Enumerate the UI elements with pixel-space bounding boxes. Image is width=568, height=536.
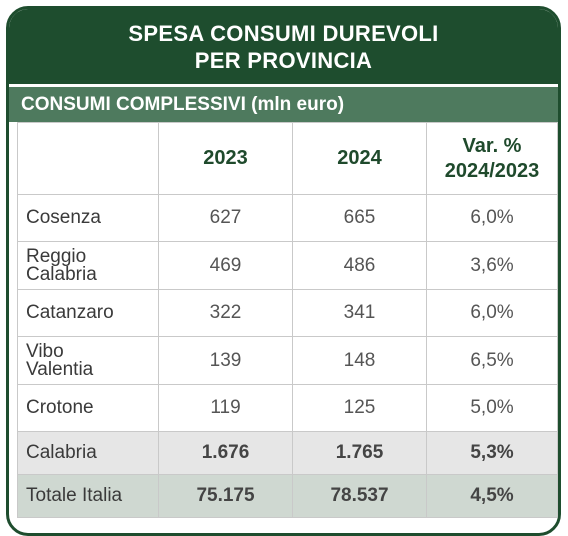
header-province — [17, 122, 159, 195]
data-table: 2023 2024 Var. % 2024/2023 Cosenza 627 6… — [17, 122, 558, 518]
total-2023: 1.676 — [158, 431, 293, 475]
section-subtitle: CONSUMI COMPLESSIVI (mln euro) — [9, 87, 558, 122]
total-row-calabria: Calabria 1.676 1.765 5,3% — [17, 431, 558, 475]
title-line-1: SPESA CONSUMI DUREVOLI — [128, 20, 439, 46]
province-name: Vibo Valentia — [17, 336, 159, 385]
province-name: Reggio Calabria — [17, 241, 159, 290]
value-variation: 5,0% — [426, 384, 558, 432]
italy-variation: 4,5% — [426, 474, 558, 518]
italy-2024: 78.537 — [292, 474, 427, 518]
total-name: Calabria — [17, 431, 159, 475]
value-variation: 6,5% — [426, 336, 558, 385]
table-row: Catanzaro 322 341 6,0% — [17, 289, 558, 337]
table-row: Reggio Calabria 469 486 3,6% — [17, 241, 558, 290]
total-row-italy: Totale Italia 75.175 78.537 4,5% — [17, 474, 558, 518]
table-row: Cosenza 627 665 6,0% — [17, 194, 558, 242]
province-name: Cosenza — [17, 194, 159, 242]
total-2024: 1.765 — [292, 431, 427, 475]
value-2024: 341 — [292, 289, 427, 337]
province-name: Catanzaro — [17, 289, 159, 337]
header-variation-line-2: 2024/2023 — [444, 159, 540, 182]
table-row: Vibo Valentia 139 148 6,5% — [17, 336, 558, 385]
province-name: Crotone — [17, 384, 159, 432]
value-2023: 469 — [158, 241, 293, 290]
value-variation: 6,0% — [426, 194, 558, 242]
table-row: Crotone 119 125 5,0% — [17, 384, 558, 432]
value-2023: 139 — [158, 336, 293, 385]
value-2024: 486 — [292, 241, 427, 290]
italy-name: Totale Italia — [17, 474, 159, 518]
header-2024: 2024 — [292, 122, 427, 195]
value-variation: 6,0% — [426, 289, 558, 337]
value-2024: 665 — [292, 194, 427, 242]
total-variation: 5,3% — [426, 431, 558, 475]
italy-2023: 75.175 — [158, 474, 293, 518]
divider — [9, 84, 558, 87]
value-2024: 148 — [292, 336, 427, 385]
table-card: SPESA CONSUMI DUREVOLI PER PROVINCIA CON… — [6, 6, 561, 536]
value-2023: 627 — [158, 194, 293, 242]
page-title: SPESA CONSUMI DUREVOLI PER PROVINCIA — [9, 9, 558, 84]
value-variation: 3,6% — [426, 241, 558, 290]
header-row: 2023 2024 Var. % 2024/2023 — [17, 122, 558, 195]
header-variation-line-1: Var. % — [462, 134, 522, 157]
value-2023: 119 — [158, 384, 293, 432]
header-variation: Var. % 2024/2023 — [426, 122, 558, 195]
value-2023: 322 — [158, 289, 293, 337]
title-line-2: PER PROVINCIA — [194, 47, 373, 73]
value-2024: 125 — [292, 384, 427, 432]
header-2023: 2023 — [158, 122, 293, 195]
